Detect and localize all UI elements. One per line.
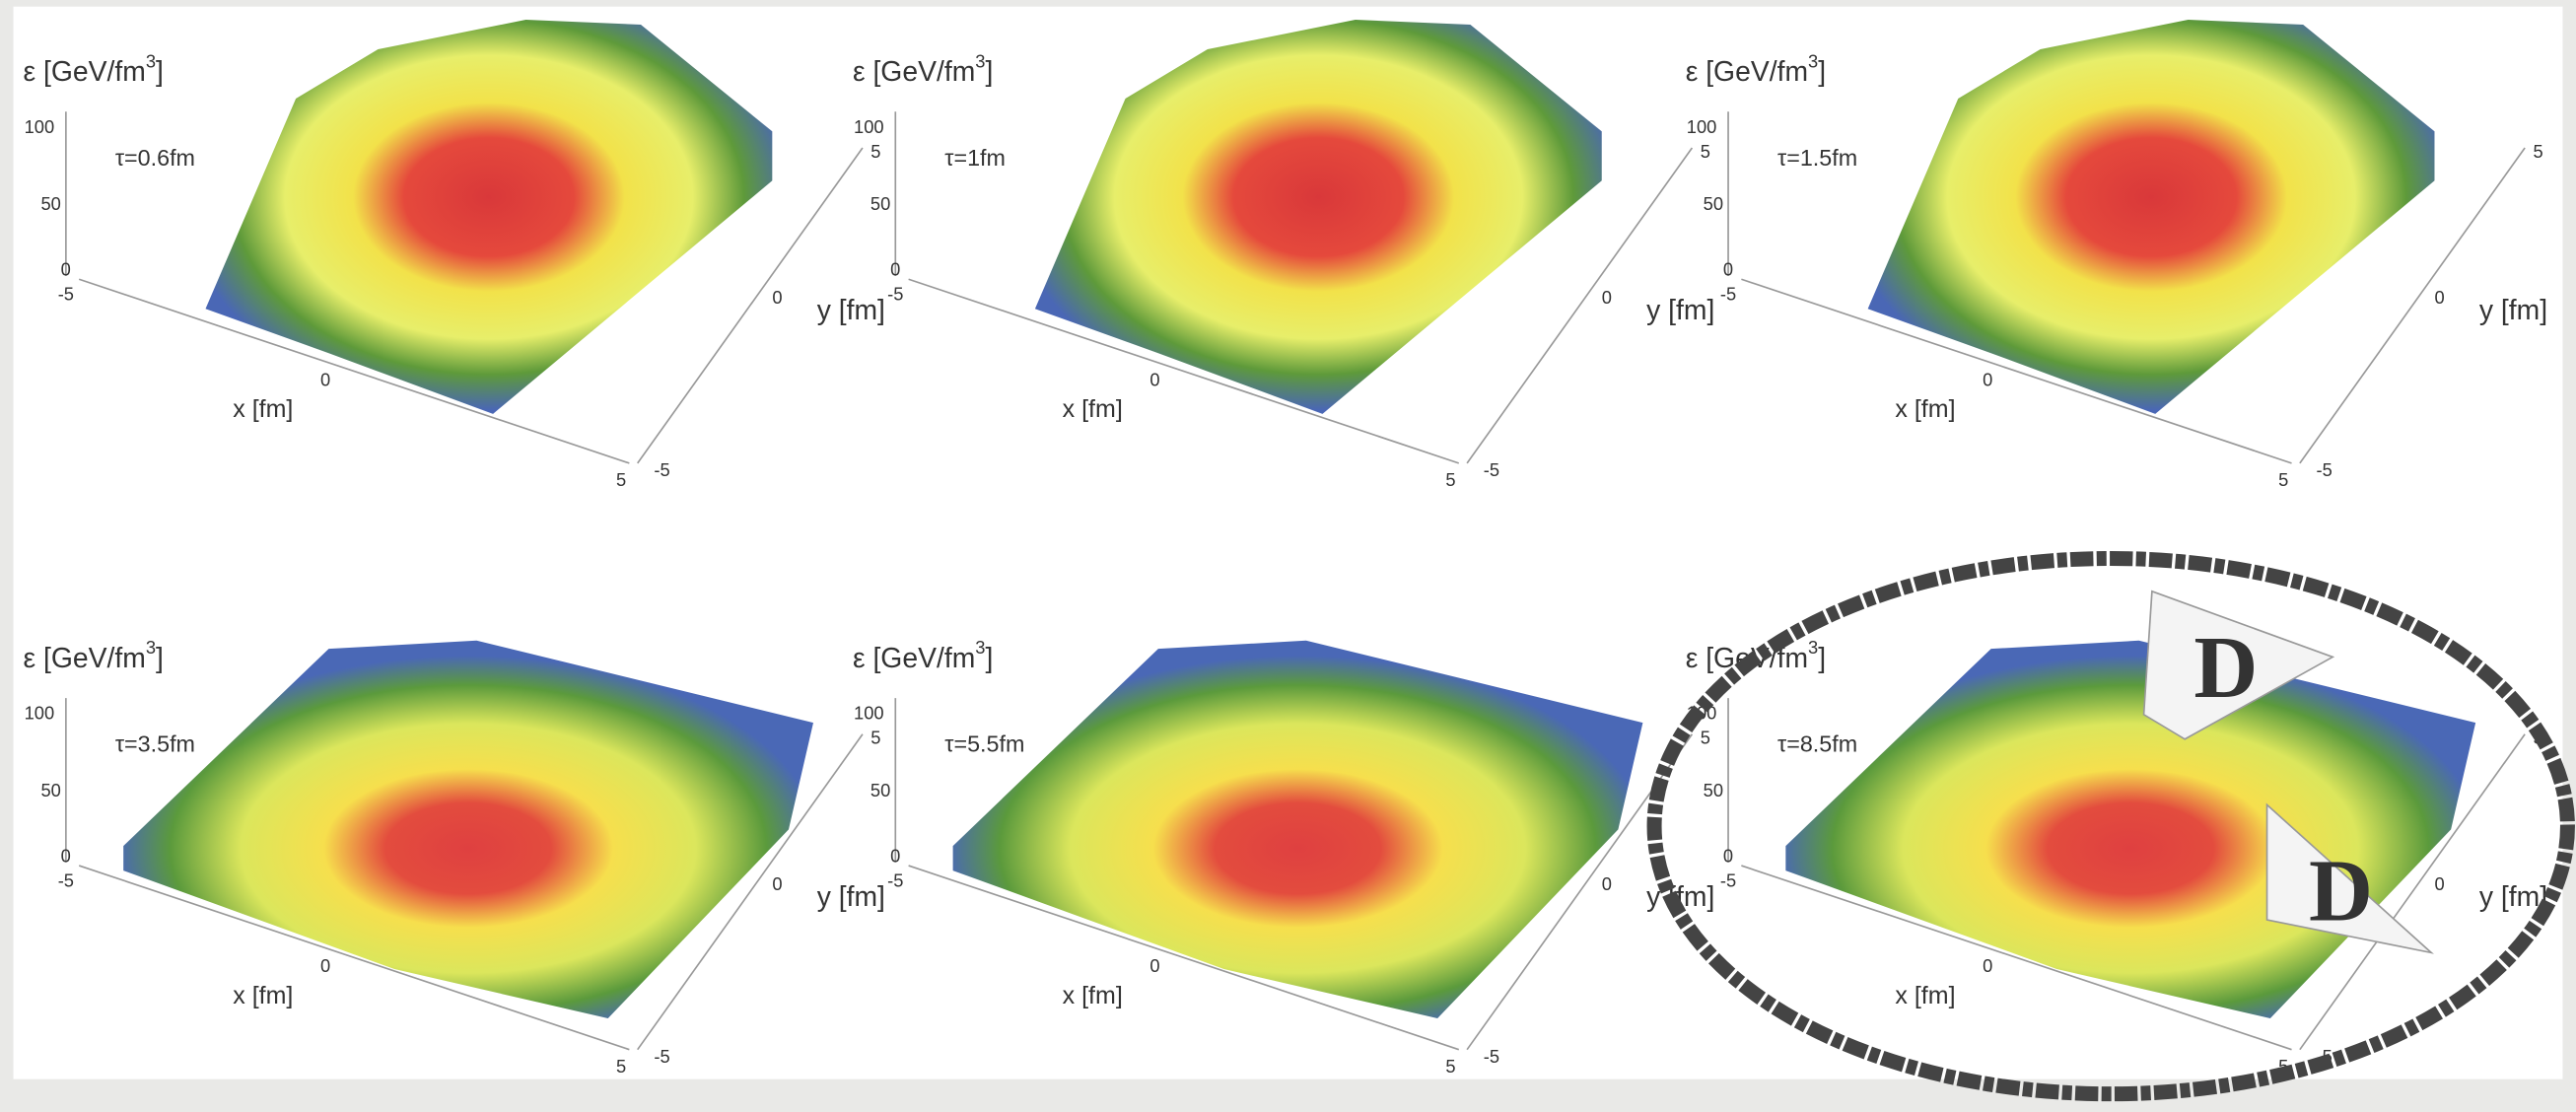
y-axis-label: y [fm]: [817, 881, 885, 913]
x-axis-label: x [fm]: [1063, 395, 1123, 423]
z-axis-label-part: 3: [975, 50, 985, 71]
z-axis-label-part: ε [GeV/fm: [853, 56, 975, 88]
x-tick-label: 0: [1149, 955, 1159, 976]
x-tick-label: 5: [1445, 469, 1455, 490]
z-axis-label-part: ε [GeV/fm: [24, 643, 146, 674]
y-axis-label: y [fm]: [2479, 295, 2547, 326]
y-tick-label: 5: [1701, 728, 1710, 748]
z-axis-label: ε [GeV/fm3]: [853, 50, 993, 88]
z-tick-label: 100: [25, 703, 55, 724]
y-tick-label: 0: [2434, 287, 2444, 308]
y-axis-label: y [fm]: [2479, 881, 2547, 913]
tau-label: τ=3.5fm: [115, 731, 195, 757]
y-tick-label: 0: [772, 873, 782, 894]
z-tick-label: 50: [870, 193, 890, 214]
y-tick-label: 5: [2533, 141, 2542, 162]
y-tick-label: 5: [870, 728, 880, 748]
z-tick-label: 50: [1704, 780, 1723, 800]
x-tick-label: 0: [1983, 369, 1992, 389]
z-axis-label: ε [GeV/fm3]: [853, 637, 993, 674]
z-tick-label: 0: [1723, 846, 1733, 867]
y-tick-label: 0: [1602, 287, 1612, 308]
z-tick-label: 100: [854, 116, 884, 137]
z-axis-label-part: 3: [975, 637, 985, 658]
z-tick-label: 0: [1723, 259, 1733, 280]
y-axis-label: y [fm]: [1646, 295, 1714, 326]
z-axis-label-part: ε [GeV/fm: [853, 643, 975, 674]
z-axis-label-part: 3: [146, 50, 156, 71]
y-tick-label: 5: [1701, 141, 1710, 162]
z-tick-label: 100: [1687, 116, 1717, 137]
z-tick-label: 100: [25, 116, 55, 137]
y-tick-label: -5: [654, 1046, 669, 1067]
y-tick-label: 0: [772, 287, 782, 308]
z-axis-label-part: 3: [1808, 637, 1818, 658]
x-tick-label: 5: [2278, 469, 2288, 490]
z-axis-label-part: ε [GeV/fm: [24, 56, 146, 88]
x-axis-label: x [fm]: [1063, 982, 1123, 1009]
z-tick-label: 50: [870, 780, 890, 800]
z-tick-label: 0: [61, 846, 71, 867]
tau-label: τ=1fm: [944, 145, 1006, 171]
annotation: D: [2309, 843, 2373, 940]
y-tick-label: -5: [1484, 1046, 1499, 1067]
x-axis-label: x [fm]: [1895, 395, 1955, 423]
x-tick-label: 0: [1149, 369, 1159, 389]
z-axis-label-part: ]: [156, 56, 164, 88]
z-tick-label: 50: [40, 780, 60, 800]
x-tick-label: -5: [58, 284, 74, 305]
x-tick-label: -5: [1720, 284, 1736, 305]
slide: ε [GeV/fm3]τ=0.6fm100500-505-505x [fm]y …: [0, 0, 2576, 1112]
tau-label: τ=1.5fm: [1777, 145, 1857, 171]
z-axis-label-part: ]: [156, 643, 164, 674]
x-axis-label: x [fm]: [233, 982, 293, 1009]
y-axis-label: y [fm]: [817, 295, 885, 326]
z-axis-label-part: ]: [1818, 643, 1826, 674]
tau-label: τ=5.5fm: [944, 731, 1024, 757]
z-axis-label-part: ]: [1818, 56, 1826, 88]
z-tick-label: 50: [40, 193, 60, 214]
x-tick-label: 5: [1445, 1056, 1455, 1077]
y-tick-label: 5: [870, 141, 880, 162]
x-tick-label: -5: [887, 284, 903, 305]
x-tick-label: -5: [887, 870, 903, 891]
y-tick-label: -5: [654, 459, 669, 480]
annotation: D: [2193, 619, 2258, 717]
z-axis-label-part: ]: [985, 56, 993, 88]
z-axis-label: ε [GeV/fm3]: [24, 637, 164, 674]
y-tick-label: -5: [2317, 459, 2332, 480]
z-tick-label: 50: [1704, 193, 1723, 214]
z-axis-label: ε [GeV/fm3]: [24, 50, 164, 88]
x-tick-label: 5: [616, 1056, 626, 1077]
x-tick-label: 0: [1983, 955, 1992, 976]
page: ε [GeV/fm3]τ=0.6fm100500-505-505x [fm]y …: [0, 0, 2576, 1112]
z-tick-label: 0: [890, 846, 900, 867]
y-tick-label: 0: [1602, 873, 1612, 894]
z-tick-label: 0: [890, 259, 900, 280]
x-tick-label: -5: [58, 870, 74, 891]
z-axis-label-part: ε [GeV/fm: [1686, 56, 1808, 88]
x-tick-label: 0: [320, 369, 330, 389]
z-axis-label-part: ]: [985, 643, 993, 674]
tau-label: τ=0.6fm: [115, 145, 195, 171]
x-tick-label: 5: [616, 469, 626, 490]
z-tick-label: 0: [61, 259, 71, 280]
z-axis-label: ε [GeV/fm3]: [1686, 50, 1826, 88]
z-axis-label-part: 3: [146, 637, 156, 658]
y-tick-label: -5: [1484, 459, 1499, 480]
tau-label: τ=8.5fm: [1777, 731, 1857, 757]
x-tick-label: 0: [320, 955, 330, 976]
x-axis-label: x [fm]: [1895, 982, 1955, 1009]
x-axis-label: x [fm]: [233, 395, 293, 423]
z-tick-label: 100: [854, 703, 884, 724]
y-tick-label: 0: [2434, 873, 2444, 894]
z-axis-label-part: 3: [1808, 50, 1818, 71]
x-tick-label: -5: [1720, 870, 1736, 891]
